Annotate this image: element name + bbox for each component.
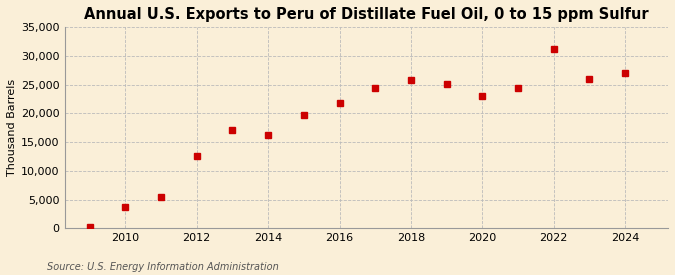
Y-axis label: Thousand Barrels: Thousand Barrels [7,79,17,177]
Text: Source: U.S. Energy Information Administration: Source: U.S. Energy Information Administ… [47,262,279,272]
Title: Annual U.S. Exports to Peru of Distillate Fuel Oil, 0 to 15 ppm Sulfur: Annual U.S. Exports to Peru of Distillat… [84,7,649,22]
